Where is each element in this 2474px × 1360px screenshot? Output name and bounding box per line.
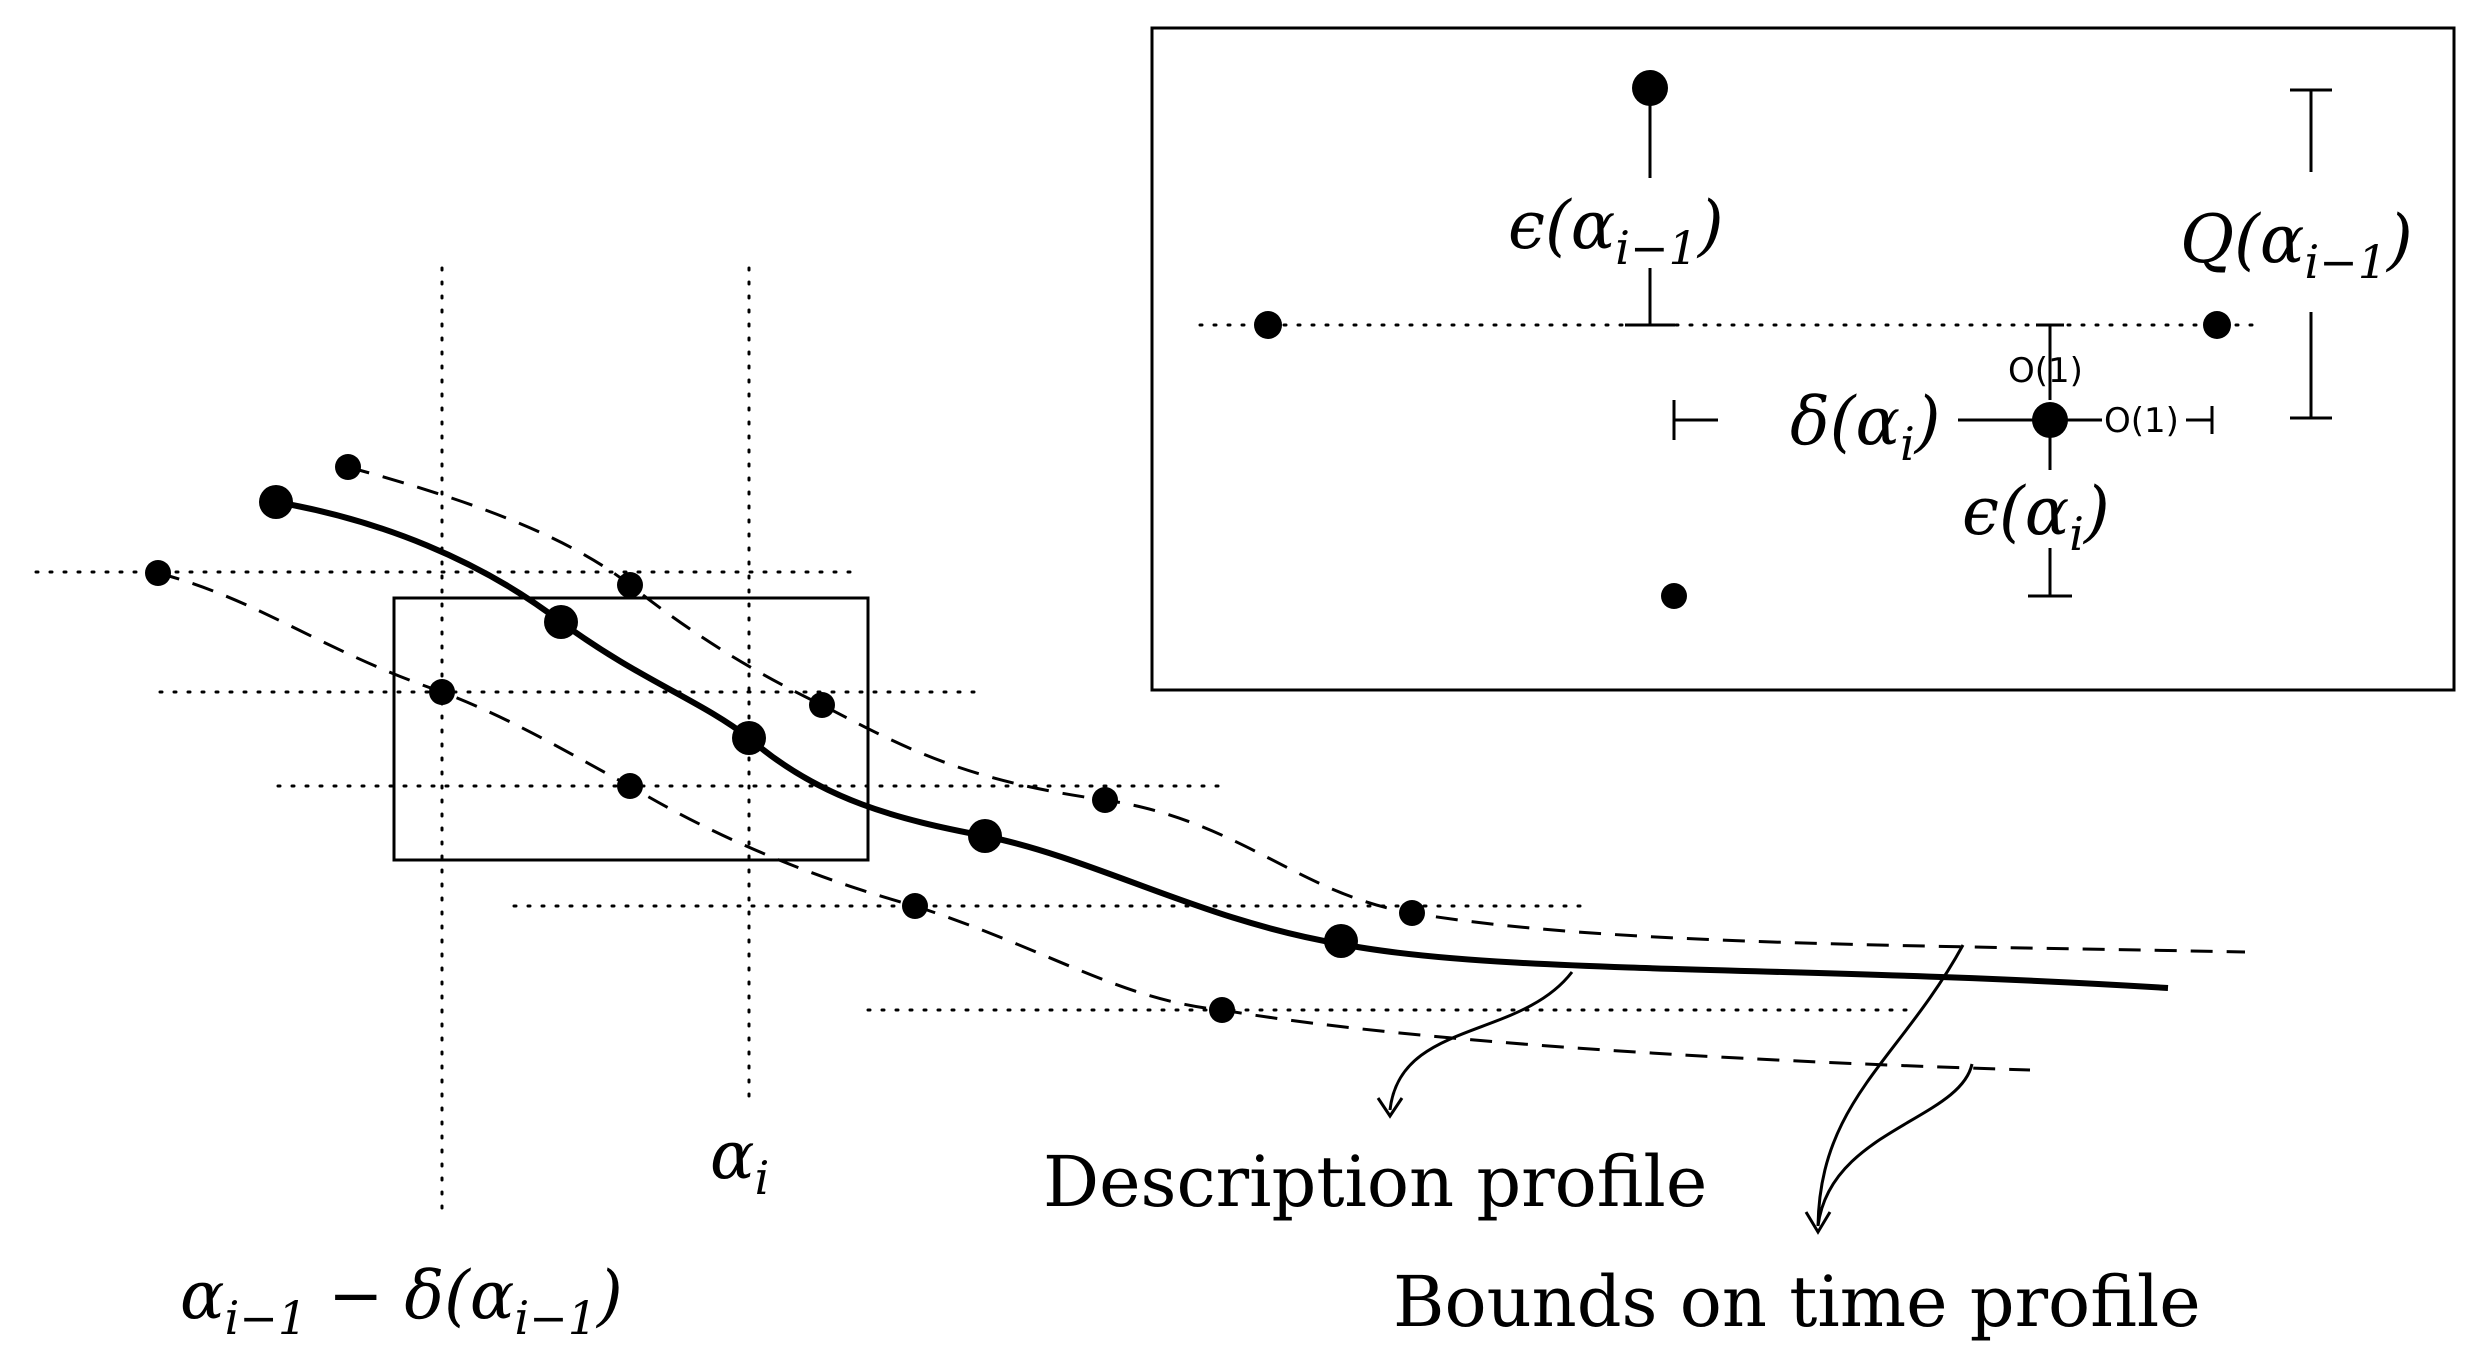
label-bounds-on-time-profile: Bounds on time profile [1393,1261,2201,1343]
zoom-region-box [392,596,870,862]
inset-panel: ϵ(αi−1) Q(αi−1) δ(αi) O(1) O(1) ϵ(αi) [1150,26,2456,692]
inset-point-bottom [1661,583,1687,609]
profile-point-large [259,485,293,519]
description-profile-curve [275,499,2169,991]
label-eps-i: ϵ(αi) [1962,473,2110,561]
bound-point [335,454,361,480]
bound-point [1209,997,1235,1023]
bound-point [429,679,455,705]
label-description-profile: Description profile [1043,1141,1707,1223]
label-alpha-i: αi [710,1117,769,1205]
profile-point-large [544,605,578,639]
inset-point-right [2203,311,2231,339]
label-delta-i: δ(αi) [1790,383,1941,471]
upper-bound-curve [347,465,2246,954]
inset-box [1150,26,2456,692]
bound-point [902,893,928,919]
inset-point-left [1254,311,1282,339]
bound-point [1092,787,1118,813]
label-Q-im1: Q(αi−1) [2180,201,2413,289]
profile-point-large [1324,924,1358,958]
lower-bound-curve [157,571,2031,1072]
bound-point [145,560,171,586]
bound-point [809,692,835,718]
bounds-pointer-head [1804,1211,1832,1235]
bounds-pointer-1 [1816,944,1965,1227]
profile-point-large [732,721,766,755]
description-pointer [1388,971,1574,1111]
label-O1-right: O(1) [2104,401,2179,441]
label-alpha-im1-minus-delta: αi−1 − δ(αi−1) [180,1257,623,1345]
profile-point-large [968,819,1002,853]
bound-point [617,572,643,598]
description-pointer-head [1376,1097,1404,1119]
bound-point [617,773,643,799]
label-O1-top: O(1) [2008,351,2083,391]
bounds-pointer-2 [1816,1063,1974,1227]
label-eps-im1: ϵ(αi−1) [1508,187,1724,275]
bound-point [1399,900,1425,926]
